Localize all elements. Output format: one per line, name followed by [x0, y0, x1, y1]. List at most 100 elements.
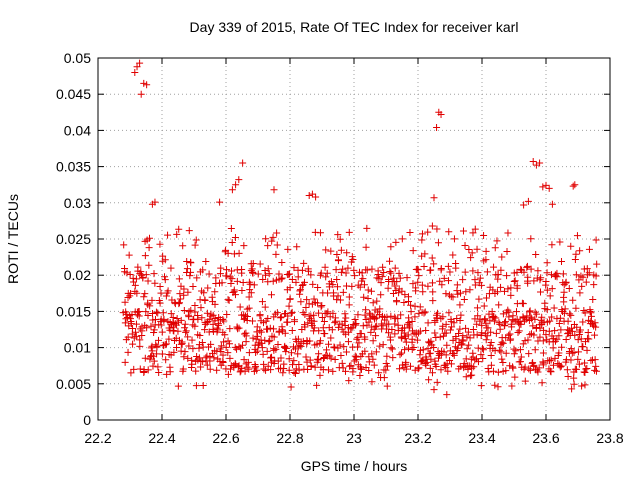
data-point [429, 297, 437, 305]
data-point [540, 326, 548, 334]
data-point [315, 309, 323, 317]
data-point [459, 227, 467, 235]
data-point [391, 330, 399, 338]
data-point [180, 285, 188, 293]
data-point [310, 317, 318, 325]
data-point [479, 346, 487, 354]
data-point [403, 274, 411, 282]
data-point [313, 381, 321, 389]
data-point [477, 382, 485, 390]
y-tick-label: 0.01 [64, 340, 91, 356]
data-point [462, 324, 470, 332]
data-point [277, 313, 285, 321]
data-point [286, 270, 294, 278]
data-point [338, 359, 346, 367]
data-point [496, 320, 504, 328]
data-point [497, 348, 505, 356]
data-point [445, 309, 453, 317]
data-point [183, 257, 191, 265]
data-point [363, 224, 371, 232]
data-point [359, 275, 367, 283]
data-point [409, 280, 417, 288]
data-point [558, 343, 566, 351]
data-point [264, 278, 272, 286]
data-point [482, 319, 490, 327]
data-point [169, 314, 177, 322]
data-point [316, 371, 324, 379]
data-point [579, 273, 587, 281]
data-point [416, 303, 424, 311]
data-point [379, 322, 387, 330]
data-point [558, 257, 566, 265]
data-point [430, 194, 438, 202]
data-point [187, 259, 195, 267]
data-point [331, 319, 339, 327]
data-point [489, 286, 497, 294]
data-point [309, 280, 317, 288]
data-point [383, 313, 391, 321]
data-point [433, 309, 441, 317]
data-point [321, 263, 329, 271]
data-point [406, 362, 414, 370]
data-point [224, 349, 232, 357]
data-point [542, 278, 550, 286]
data-point [511, 277, 519, 285]
data-point [121, 319, 129, 327]
data-point [165, 335, 173, 343]
data-point [141, 290, 149, 298]
data-point [352, 319, 360, 327]
data-point [367, 328, 375, 336]
data-point [356, 372, 364, 380]
data-point [163, 370, 171, 378]
data-point [312, 193, 320, 201]
data-point [363, 321, 371, 329]
data-point [140, 293, 148, 301]
data-point [334, 231, 342, 239]
data-point [422, 327, 430, 335]
data-point [156, 299, 164, 307]
data-point [372, 332, 380, 340]
data-point [416, 327, 424, 335]
data-point [160, 315, 168, 323]
data-point [202, 354, 210, 362]
data-point [406, 322, 414, 330]
data-point [418, 230, 426, 238]
data-point [578, 382, 586, 390]
data-point [465, 245, 473, 253]
data-point [232, 181, 240, 189]
data-point [249, 317, 257, 325]
data-point [314, 356, 322, 364]
data-point [425, 376, 433, 384]
data-point [257, 328, 265, 336]
data-point [504, 229, 512, 237]
data-point [503, 248, 511, 256]
data-point [498, 355, 506, 363]
data-point [369, 355, 377, 363]
data-point [262, 366, 270, 374]
data-point [431, 329, 439, 337]
data-point [412, 284, 420, 292]
data-point [167, 264, 175, 272]
data-point [474, 269, 482, 277]
data-point [420, 309, 428, 317]
data-point [585, 335, 593, 343]
data-point [245, 304, 253, 312]
data-point [182, 328, 190, 336]
data-point [569, 182, 577, 190]
data-point [384, 284, 392, 292]
data-point [531, 308, 539, 316]
data-point [288, 308, 296, 316]
data-point [437, 366, 445, 374]
data-point [436, 333, 444, 341]
data-point [132, 328, 140, 336]
data-point [570, 380, 578, 388]
data-point [203, 309, 211, 317]
data-point [463, 345, 471, 353]
data-point [183, 265, 191, 273]
data-point [156, 282, 164, 290]
data-point [520, 317, 528, 325]
data-point [347, 325, 355, 333]
data-point [296, 286, 304, 294]
data-point [556, 363, 564, 371]
data-point [401, 291, 409, 299]
